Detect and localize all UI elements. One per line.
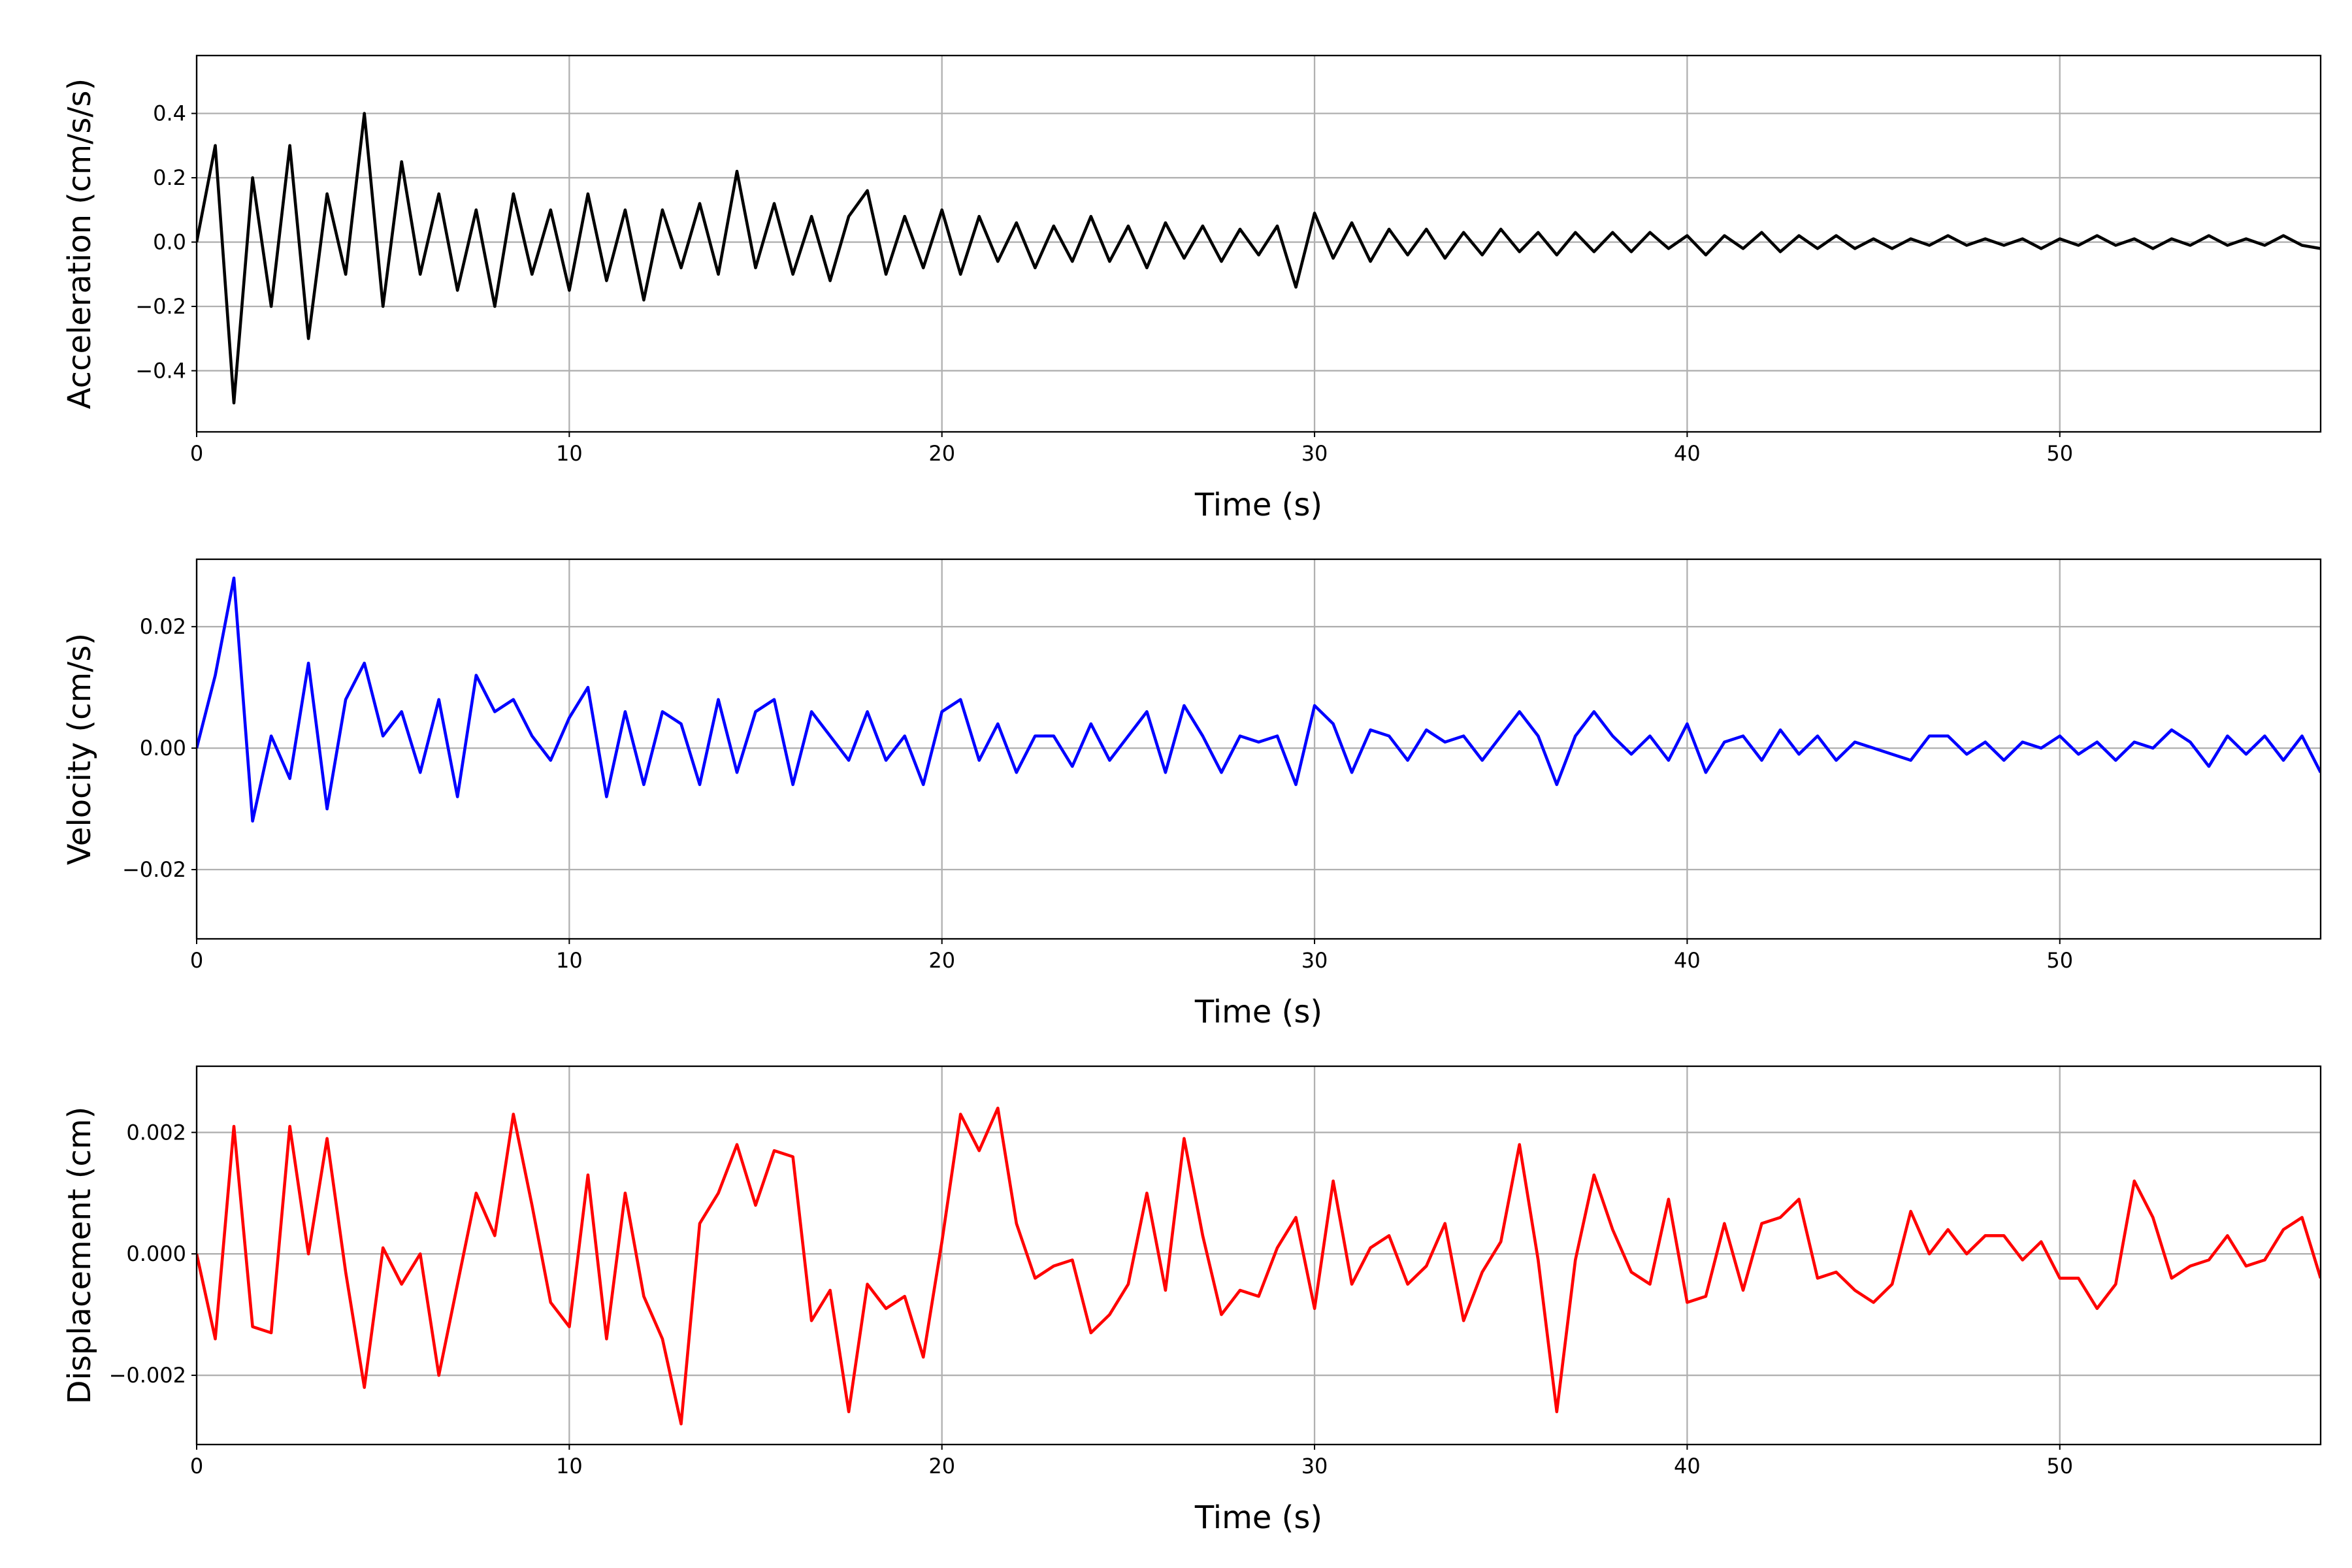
axes: 0 10 20 30 40 50 −0.02 0.00 0.02 Time (s) Velocity… [61, 558, 2322, 1030]
x-tick-label: 0 [190, 1454, 203, 1478]
y-tick-label: 0.002 [126, 1120, 186, 1145]
x-tick-label: 10 [556, 441, 583, 466]
x-tick-label: 20 [928, 948, 955, 973]
x-tick-label: 50 [2046, 441, 2073, 466]
data-line [197, 1106, 2321, 1426]
y-tick-label: 0.02 [140, 614, 186, 639]
x-tick-label: 30 [1301, 441, 1328, 466]
x-tick-label: 40 [1674, 1454, 1701, 1478]
y-tick-label: 0.2 [153, 165, 186, 190]
axes: 0 10 20 30 40 50 −0.4 −0.2 0.0 0.2 0.4 Time (s) Acce… [61, 54, 2322, 523]
axes-frame [195, 558, 2322, 940]
y-tick-label: −0.2 [135, 294, 186, 319]
x-axis-label: Time (s) [1194, 1499, 1322, 1536]
axes-frame [195, 1065, 2322, 1446]
y-tick-label: 0.4 [153, 101, 186, 126]
x-axis-label: Time (s) [1194, 994, 1322, 1030]
axes-frame [195, 54, 2322, 433]
x-tick-label: 40 [1674, 948, 1701, 973]
y-axis-label: Acceleration (cm/s/s) [61, 78, 98, 409]
x-tick-label: 0 [190, 948, 203, 973]
data-line [197, 112, 2321, 404]
x-tick-label: 50 [2046, 1454, 2073, 1478]
y-tick-label: 0.000 [126, 1241, 186, 1266]
x-tick-label: 20 [928, 441, 955, 466]
y-axis-label: Displacement (cm) [61, 1107, 98, 1405]
axes: 0 10 20 30 40 50 −0.002 0.000 0.002 Time (s) Displ… [61, 1065, 2322, 1536]
x-tick-label: 30 [1301, 948, 1328, 973]
y-tick-label: 0.00 [140, 736, 186, 760]
x-tick-label: 20 [928, 1454, 955, 1478]
y-tick-label: 0.0 [153, 230, 186, 255]
data-line [197, 576, 2321, 823]
y-tick-label: −0.4 [135, 358, 186, 383]
x-tick-label: 10 [556, 1454, 583, 1478]
y-tick-label: −0.002 [109, 1363, 186, 1388]
x-axis-label: Time (s) [1194, 487, 1322, 523]
y-axis-label: Velocity (cm/s) [61, 633, 98, 865]
x-tick-label: 40 [1674, 441, 1701, 466]
x-tick-label: 30 [1301, 1454, 1328, 1478]
x-tick-label: 10 [556, 948, 583, 973]
x-tick-label: 0 [190, 441, 203, 466]
x-tick-label: 50 [2046, 948, 2073, 973]
y-tick-label: −0.02 [122, 857, 186, 882]
